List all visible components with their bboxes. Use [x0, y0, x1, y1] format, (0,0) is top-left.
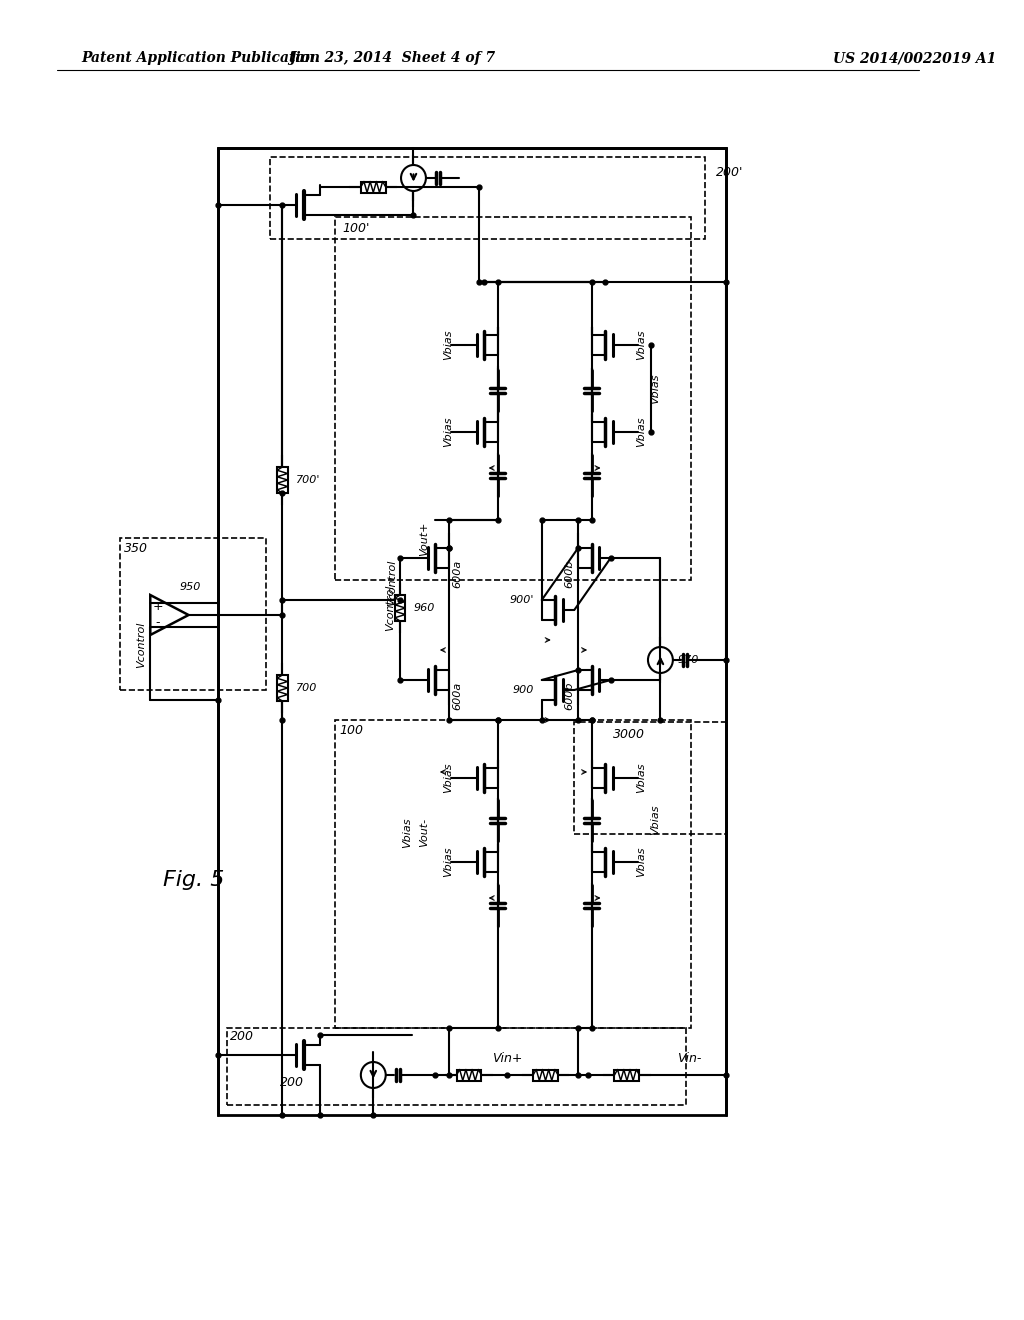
- Bar: [270, 157, 706, 239]
- Text: Vcontrol: Vcontrol: [385, 585, 395, 631]
- Text: 700: 700: [296, 682, 317, 693]
- Text: -: -: [156, 616, 160, 630]
- Text: Vin-: Vin-: [677, 1052, 701, 1064]
- Text: 100': 100': [343, 222, 370, 235]
- Text: 600b: 600b: [564, 681, 574, 710]
- Bar: [227, 1028, 686, 1105]
- Bar: [278, 467, 288, 492]
- Text: Vbias: Vbias: [443, 417, 453, 447]
- Text: Vout-: Vout-: [419, 818, 429, 847]
- Bar: [278, 675, 288, 701]
- Text: Vbias: Vbias: [649, 805, 659, 836]
- Text: 600a: 600a: [453, 682, 463, 710]
- Text: Patent Application Publication: Patent Application Publication: [81, 51, 321, 65]
- Text: US 2014/0022019 A1: US 2014/0022019 A1: [833, 51, 996, 65]
- Text: Vbias: Vbias: [636, 330, 646, 360]
- Text: Vout+: Vout+: [419, 521, 429, 556]
- Text: 900': 900': [510, 595, 535, 605]
- Bar: [457, 1069, 481, 1081]
- Bar: [120, 539, 266, 690]
- Text: Vbias: Vbias: [636, 763, 646, 793]
- Bar: [335, 216, 691, 579]
- Text: 950: 950: [180, 582, 202, 591]
- Text: Vbias: Vbias: [401, 817, 412, 847]
- Bar: [395, 595, 406, 620]
- Text: 900: 900: [513, 685, 535, 696]
- Text: 200: 200: [229, 1030, 254, 1043]
- Text: Vbias: Vbias: [636, 417, 646, 447]
- Text: Vbias: Vbias: [636, 846, 646, 878]
- Text: 700': 700': [296, 475, 321, 484]
- Text: Vbias: Vbias: [443, 330, 453, 360]
- Text: 3000: 3000: [612, 727, 644, 741]
- Text: 350: 350: [125, 541, 148, 554]
- Text: Jan. 23, 2014  Sheet 4 of 7: Jan. 23, 2014 Sheet 4 of 7: [290, 51, 496, 65]
- Bar: [534, 1069, 558, 1081]
- Bar: [335, 719, 691, 1028]
- Bar: [614, 1069, 639, 1081]
- Text: +: +: [153, 601, 163, 614]
- Bar: [360, 181, 386, 193]
- Text: Vcontrol: Vcontrol: [136, 622, 145, 668]
- Text: 200': 200': [716, 165, 743, 178]
- Text: 970: 970: [678, 655, 699, 665]
- Bar: [574, 722, 727, 834]
- Text: Fig. 5: Fig. 5: [163, 870, 224, 890]
- Text: Vin+: Vin+: [493, 1052, 522, 1064]
- Text: 100: 100: [340, 723, 364, 737]
- Text: Vcontrol: Vcontrol: [387, 560, 397, 606]
- Text: 600b: 600b: [564, 560, 574, 589]
- Text: Vbias: Vbias: [443, 846, 453, 878]
- Text: 200: 200: [280, 1077, 303, 1089]
- Text: Vbias: Vbias: [649, 374, 659, 404]
- Bar: [218, 148, 725, 1115]
- Text: Vbias: Vbias: [443, 763, 453, 793]
- Text: 960: 960: [414, 603, 435, 612]
- Text: 600a: 600a: [453, 560, 463, 589]
